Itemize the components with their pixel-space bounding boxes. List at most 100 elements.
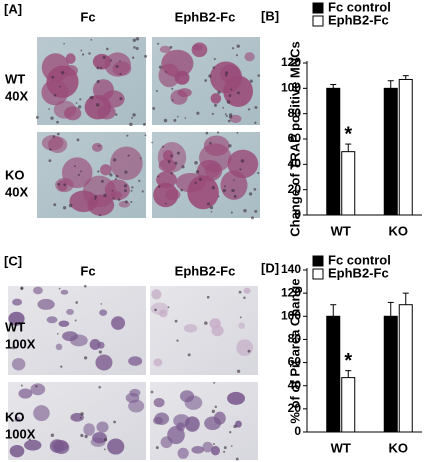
cell (66, 308, 74, 315)
legend-swatch (312, 255, 324, 267)
speck (231, 47, 235, 50)
significance-mark: * (344, 123, 352, 145)
column-label: EphB2-Fc (175, 263, 236, 278)
bar (383, 87, 398, 216)
speck (96, 66, 100, 70)
speck (174, 161, 178, 165)
speck (132, 113, 136, 117)
speck (144, 134, 147, 137)
speck (163, 118, 168, 123)
cell (192, 44, 203, 51)
speck (117, 198, 121, 201)
speck (109, 173, 113, 177)
cell (158, 63, 181, 88)
micrograph (152, 37, 261, 125)
speck (243, 209, 247, 213)
speck (236, 131, 239, 134)
speck (207, 202, 211, 206)
speck (63, 183, 67, 187)
cell (202, 441, 214, 453)
speck (53, 93, 57, 97)
significance-mark: * (344, 350, 352, 372)
cell (57, 180, 68, 192)
speck (167, 306, 170, 309)
cell (128, 399, 145, 413)
speck (171, 87, 174, 90)
speck (248, 192, 253, 196)
speck (170, 172, 173, 175)
cell (118, 200, 130, 208)
speck (60, 70, 65, 75)
speck (216, 131, 220, 134)
legend-label: Fc control (328, 252, 391, 267)
cell (11, 357, 26, 371)
speck (76, 138, 80, 142)
bar (398, 78, 413, 216)
speck (94, 197, 97, 200)
y-tick-label: 40 (288, 157, 302, 171)
speck (170, 154, 173, 158)
speck (139, 157, 142, 160)
speck (100, 303, 103, 305)
row-label: WT (5, 319, 25, 334)
speck (142, 123, 146, 126)
bar (398, 304, 413, 433)
x-tick-label: KO (389, 440, 409, 455)
cell (177, 447, 189, 459)
bar (326, 315, 341, 433)
column-label: Fc (80, 9, 95, 24)
speck (230, 445, 233, 447)
y-tick-label: 80 (288, 332, 302, 346)
speck (165, 202, 167, 205)
speck (228, 94, 232, 97)
cell (18, 388, 33, 399)
speck (184, 117, 187, 119)
speck (249, 79, 253, 83)
speck (211, 112, 214, 115)
cell (210, 445, 220, 456)
speck (98, 144, 101, 147)
cell (154, 412, 170, 426)
cell (14, 416, 21, 422)
speck (231, 188, 235, 193)
cell (55, 343, 63, 351)
micrograph (37, 132, 147, 218)
speck (180, 188, 183, 192)
speck (194, 161, 198, 165)
y-tick-label: 140 (281, 262, 301, 276)
speck (56, 132, 60, 136)
cell (191, 445, 205, 454)
speck (35, 385, 38, 388)
cell (187, 175, 219, 210)
cell (96, 421, 109, 433)
speck (217, 90, 221, 95)
speck (257, 74, 261, 77)
speck (63, 42, 65, 45)
speck (124, 170, 128, 174)
speck (158, 65, 163, 69)
speck (119, 60, 121, 63)
row-label: KO (5, 409, 25, 424)
speck (222, 189, 226, 193)
speck (131, 56, 135, 59)
speck (80, 170, 82, 173)
y-tick-label: 40 (288, 378, 302, 392)
cell (159, 309, 168, 318)
micrograph (8, 284, 146, 375)
cell (65, 53, 76, 64)
speck (80, 433, 84, 438)
cell (128, 356, 143, 366)
cell (183, 324, 198, 333)
cell (90, 437, 106, 447)
cell (153, 397, 165, 408)
speck (222, 106, 225, 109)
cell (61, 157, 93, 189)
speck (75, 301, 78, 304)
speck (240, 159, 245, 163)
speck (56, 332, 59, 335)
row-label: 40X (5, 184, 28, 199)
speck (114, 177, 117, 181)
cell (99, 309, 108, 316)
speck (83, 284, 87, 288)
cell (49, 439, 65, 453)
